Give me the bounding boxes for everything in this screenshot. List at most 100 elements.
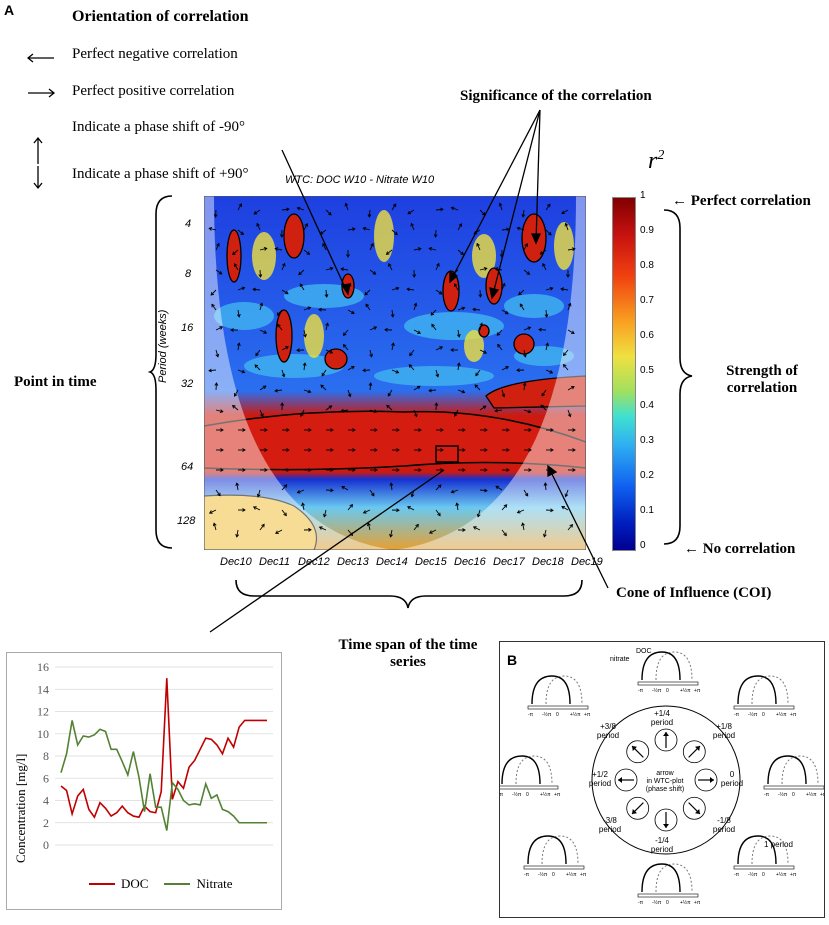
series-line-doc: [60, 678, 267, 819]
phase-arrowhead: [632, 808, 638, 814]
nitrate-label: nitrate: [610, 656, 630, 663]
time-tick: Dec14: [376, 556, 408, 568]
wtc-title: WTC: DOC W10 - Nitrate W10: [285, 174, 435, 186]
svg-text:-π: -π: [734, 872, 740, 878]
period-tick: 8: [185, 268, 192, 280]
wtc-plot: [204, 196, 586, 550]
svg-text:+π: +π: [694, 688, 701, 694]
svg-text:+π: +π: [580, 872, 587, 878]
svg-text:-π: -π: [638, 900, 644, 906]
line-chart-panel: 0 2 4 6 8 10 12 14 16 Concentration [mg/l] DOC N…: [6, 652, 282, 910]
svg-text:-π: -π: [500, 792, 504, 798]
period-tick: 4: [185, 218, 192, 230]
phase-arrowhead: [694, 808, 700, 814]
y-tick-label: 8: [43, 749, 49, 763]
svg-text:+½π: +½π: [570, 711, 581, 718]
phase-label: +1/4 period: [650, 709, 674, 727]
outer-circle: [591, 705, 741, 855]
point-in-time-label: Point in time: [14, 374, 97, 390]
highlight-box: [435, 445, 459, 463]
time-tick: Dec11: [259, 556, 290, 568]
svg-text:-½π: -½π: [652, 687, 662, 694]
svg-text:-½π: -½π: [748, 871, 758, 878]
y-tick-label: 2: [43, 816, 49, 830]
colorbar-tick: 0.3: [640, 435, 654, 446]
svg-text:0: 0: [666, 900, 669, 906]
one-period-label: 1 period: [764, 840, 793, 849]
phase-label: +3/8 period: [596, 722, 620, 740]
doc-legend-swatch: [89, 883, 115, 885]
line-chart: 0 2 4 6 8 10 12 14 16: [37, 660, 273, 852]
svg-text:+π: +π: [820, 792, 824, 798]
svg-text:+½π: +½π: [680, 687, 691, 694]
phase-label: +1/2 period: [588, 770, 612, 788]
svg-text:+½π: +½π: [680, 899, 691, 906]
svg-text:+½π: +½π: [540, 791, 551, 798]
svg-text:0: 0: [762, 712, 765, 718]
nitrate-legend-swatch: [164, 883, 191, 885]
colorbar-tick: 0: [640, 540, 646, 551]
phase-wave-sketch: -π -½π 0 +½π+π: [763, 755, 827, 798]
svg-text:+π: +π: [554, 792, 561, 798]
svg-text:-π: -π: [638, 688, 644, 694]
orientation-arrows: [26, 53, 56, 190]
y-tick-label: 0: [43, 838, 49, 852]
svg-text:+½π: +½π: [806, 791, 817, 798]
phase-wave-sketch: -π -½π 0 +½π+π: [733, 675, 797, 718]
line-chart-ylabel: Concentration [mg/l]: [13, 753, 28, 863]
colorbar-tick: 0.7: [640, 295, 654, 306]
no-correlation-label: ← No correlation: [684, 541, 796, 557]
phase-wave-sketch: -π -½π 0 +½π+π: [637, 863, 701, 906]
phase-label: 0 period: [720, 770, 744, 788]
time-tick: Dec18: [532, 556, 564, 568]
y-tick-label: 10: [37, 727, 49, 741]
svg-text:0: 0: [552, 872, 555, 878]
line-chart-legend: DOC Nitrate: [89, 876, 233, 892]
period-tick: 128: [177, 515, 196, 527]
svg-text:+π: +π: [694, 900, 701, 906]
phase-wave-sketch: -π -½π 0 +½π+π: [637, 651, 701, 694]
colorbar-tick: 0.8: [640, 260, 654, 271]
colorbar-tick: 0.2: [640, 470, 654, 481]
colorbar-tick: 1: [640, 190, 646, 201]
svg-text:0: 0: [526, 792, 529, 798]
time-tick: Dec10: [220, 556, 252, 568]
svg-text:+π: +π: [584, 712, 591, 718]
bottom-brace: [235, 579, 583, 609]
phase-label: -1/8 period: [712, 816, 736, 834]
panel-a-label: A: [4, 2, 15, 18]
colorbar-tick: 0.5: [640, 365, 654, 376]
coi-label: Cone of Influence (COI): [616, 585, 772, 601]
svg-text:-π: -π: [734, 712, 740, 718]
phase-wave-sketch: -π -½π 0 +½π+π: [733, 835, 797, 878]
svg-text:-π: -π: [528, 712, 534, 718]
svg-text:-½π: -½π: [778, 791, 788, 798]
phase-arrowhead: [663, 732, 669, 736]
y-tick-label: 12: [37, 705, 49, 719]
significance-label: Significance of the correlation: [460, 88, 652, 104]
svg-text:0: 0: [666, 688, 669, 694]
y-tick-label: 6: [43, 771, 49, 785]
phase-label: +1/8 period: [712, 722, 736, 740]
time-span-label: Time span of the time series: [338, 637, 478, 670]
phase-arrowhead: [632, 746, 638, 752]
colorbar-ticks: 1 0.9 0.8 0.7 0.6 0.5 0.4 0.3 0.2 0.1 0: [640, 190, 670, 560]
panel-b: B -π-½π0+½π+π-π-½π0+½π+π-π-½π0+½π+π-π-½π…: [497, 641, 827, 918]
svg-text:-½π: -½π: [542, 711, 552, 718]
phase-arrowhead: [618, 777, 622, 783]
svg-text:-½π: -½π: [652, 899, 662, 906]
y-tick-label: 16: [37, 660, 49, 674]
phase-label: -3/8 period: [598, 816, 622, 834]
legend-item-phase-minus90: Indicate a phase shift of -90°: [72, 119, 246, 135]
perfect-correlation-label: ← Perfect correlation: [672, 193, 811, 209]
up-arrow-icon: [33, 136, 43, 164]
y-tick-label: 14: [37, 682, 49, 696]
svg-text:+π: +π: [790, 872, 797, 878]
phase-arrowhead: [663, 824, 669, 828]
doc-legend-label: DOC: [121, 876, 149, 891]
left-brace: [148, 195, 173, 549]
colorbar-tick: 0.4: [640, 400, 654, 411]
period-tick: 64: [181, 461, 194, 473]
y-tick-label: 4: [43, 794, 49, 808]
